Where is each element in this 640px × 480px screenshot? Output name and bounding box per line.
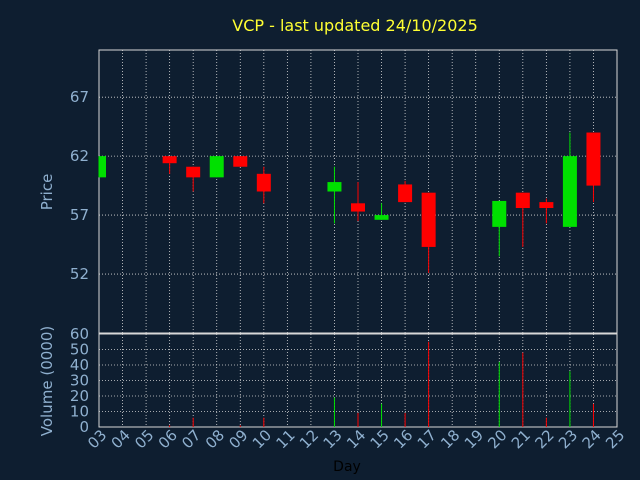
candle-body <box>586 132 601 186</box>
candle-body <box>327 182 342 192</box>
x-axis-label: Day <box>333 459 361 475</box>
volume-tick-label: 0 <box>79 418 89 436</box>
x-tick-label: 13 <box>320 426 346 452</box>
x-tick-label: 16 <box>390 426 416 452</box>
volume-tick-label: 60 <box>70 325 89 343</box>
price-panel: 52 57 62 67 <box>70 49 618 334</box>
volume-tick-label: 50 <box>70 341 89 359</box>
candle-body <box>233 156 248 167</box>
candle-body <box>398 184 413 203</box>
volume-tick-label: 20 <box>70 387 89 405</box>
x-tick-label: 12 <box>296 426 322 452</box>
candle-body <box>256 173 271 192</box>
x-tick-label: 06 <box>155 426 181 452</box>
x-tick-label: 05 <box>131 426 157 452</box>
x-tick-label: 23 <box>555 426 581 452</box>
x-tick-label: 17 <box>414 426 440 452</box>
candle-body <box>186 166 201 178</box>
candle-body <box>162 156 177 164</box>
x-tick-label: 18 <box>437 426 463 452</box>
x-tick-label: 14 <box>343 426 369 452</box>
price-axis-label: Price <box>38 174 56 211</box>
chart-title: VCP - last updated 24/10/2025 <box>232 16 478 35</box>
candle-body <box>351 203 365 212</box>
candle-body <box>209 156 224 178</box>
price-tick-label: 57 <box>70 206 89 224</box>
x-tick-label: 20 <box>484 426 510 452</box>
price-tick-label: 52 <box>70 265 89 283</box>
x-tick-label: 07 <box>178 426 204 452</box>
candle-body <box>421 192 436 247</box>
x-tick-label: 10 <box>249 426 275 452</box>
candle-body <box>99 156 106 178</box>
volume-tick-label: 40 <box>70 356 89 374</box>
x-tick-label: 08 <box>202 426 228 452</box>
volume-tick-label: 10 <box>70 403 89 421</box>
x-tick-label: 22 <box>531 426 557 452</box>
x-tick-label: 09 <box>225 426 251 452</box>
x-tick-label: 11 <box>272 426 298 452</box>
candle-body <box>492 200 507 227</box>
x-tick-label: 24 <box>579 426 605 452</box>
x-tick-label: 15 <box>367 426 393 452</box>
candle-body <box>562 156 577 227</box>
x-tick-label: 19 <box>461 426 487 452</box>
candle-body <box>374 215 389 220</box>
price-tick-label: 67 <box>70 88 89 106</box>
volume-axis-label: Volume (0000) <box>38 326 56 436</box>
x-axis: 0304050607080910111213141516171819202122… <box>84 426 628 452</box>
candle-body <box>515 192 530 209</box>
x-tick-label: 25 <box>602 426 628 452</box>
candle-body <box>539 202 554 209</box>
price-tick-label: 62 <box>70 147 89 165</box>
x-tick-label: 04 <box>108 426 134 452</box>
x-tick-label: 21 <box>508 426 534 452</box>
volume-tick-label: 30 <box>70 372 89 390</box>
